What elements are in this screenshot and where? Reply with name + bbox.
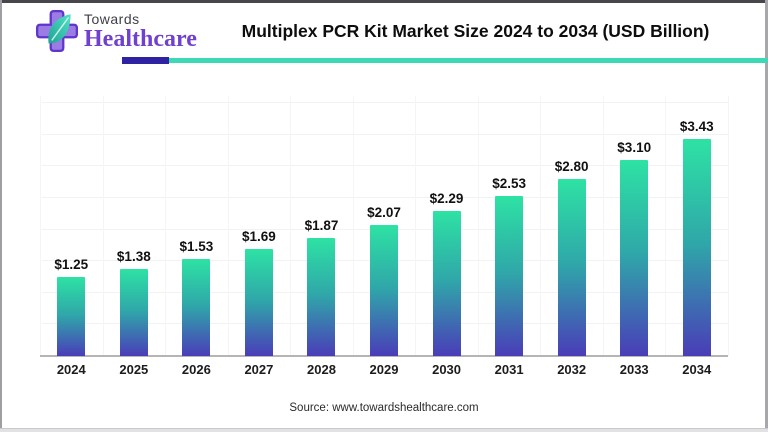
value-label-2030: $2.29 bbox=[429, 191, 464, 207]
logo-line-towards: Towards bbox=[84, 11, 140, 27]
x-axis-label-2032: 2032 bbox=[557, 362, 587, 377]
bar-2031 bbox=[495, 196, 524, 356]
logo-line-healthcare: Healthcare bbox=[84, 26, 197, 52]
x-axis-labels: 2024 2025 2026 2027 2028 2029 2030 2031 2032 2033… bbox=[40, 362, 728, 377]
vgridline-11 bbox=[728, 96, 729, 356]
bar-column-2027: $1.69 bbox=[228, 96, 291, 356]
value-label-2024: $1.25 bbox=[54, 257, 89, 272]
bar-2030 bbox=[432, 211, 461, 356]
value-label-2029: $2.07 bbox=[367, 205, 401, 221]
medical-cross-leaf-icon bbox=[35, 9, 79, 53]
hgridline-4.0 bbox=[42, 102, 728, 104]
vgridline-4 bbox=[290, 96, 292, 356]
logo-text: Towards Healthcare bbox=[84, 11, 197, 52]
bar-column-2029: $2.07 bbox=[353, 96, 416, 356]
value-label-2026: $1.53 bbox=[179, 239, 214, 255]
vgridline-5 bbox=[352, 96, 354, 356]
value-label-2027: $1.69 bbox=[242, 229, 276, 245]
bar-2028 bbox=[307, 237, 336, 356]
bar-column-2034: $3.43 bbox=[665, 96, 728, 356]
value-label-2032: $2.80 bbox=[554, 159, 589, 175]
bar-column-2030: $2.29 bbox=[415, 96, 478, 356]
vgridline-3 bbox=[227, 96, 229, 356]
bar-chart-plot-area: $1.25 $1.38 $1.53 $1.69 $1.87 $2.07 $2.29 $2.53… bbox=[40, 96, 729, 357]
x-axis-label-2028: 2028 bbox=[307, 362, 336, 377]
vgridline-7 bbox=[477, 96, 479, 356]
bar-2027 bbox=[244, 249, 273, 356]
bar-2024 bbox=[57, 277, 86, 356]
x-axis-label-2034: 2034 bbox=[682, 362, 712, 377]
x-axis-label-2026: 2026 bbox=[181, 362, 211, 377]
x-axis-label-2031: 2031 bbox=[494, 362, 524, 377]
x-axis-label-2033: 2033 bbox=[619, 362, 649, 377]
towards-healthcare-logo: Towards Healthcare bbox=[34, 8, 197, 54]
vgridline-9 bbox=[602, 96, 604, 356]
value-label-2033: $3.10 bbox=[617, 140, 652, 156]
hgridline-3.5 bbox=[42, 133, 728, 135]
hgridline-2.5 bbox=[42, 197, 728, 198]
screen-edge-bottom bbox=[0, 428, 768, 432]
screen-edge-top bbox=[0, 0, 768, 3]
header-rule-teal bbox=[169, 58, 768, 63]
chart-title: Multiplex PCR Kit Market Size 2024 to 20… bbox=[241, 21, 710, 41]
x-axis-label-2027: 2027 bbox=[244, 362, 274, 377]
bar-column-2032: $2.80 bbox=[540, 96, 603, 356]
value-label-2031: $2.53 bbox=[492, 176, 526, 192]
bar-column-2024: $1.25 bbox=[40, 96, 103, 356]
x-axis-line bbox=[40, 355, 728, 357]
header-rule-purple bbox=[122, 57, 169, 64]
bar-column-2031: $2.53 bbox=[478, 96, 541, 356]
bar-2032 bbox=[557, 179, 586, 356]
value-label-2025: $1.38 bbox=[116, 248, 151, 264]
vgridline-0 bbox=[40, 96, 41, 356]
bar-column-2025: $1.38 bbox=[103, 96, 166, 356]
x-axis-label-2030: 2030 bbox=[432, 362, 462, 377]
value-label-2034: $3.43 bbox=[679, 119, 714, 135]
x-axis-label-2024: 2024 bbox=[56, 362, 86, 377]
bar-column-2033: $3.10 bbox=[603, 96, 666, 356]
vgridline-10 bbox=[665, 96, 667, 356]
value-label-2028: $1.87 bbox=[304, 217, 339, 233]
vgridline-6 bbox=[415, 96, 417, 356]
hgridline-3.0 bbox=[42, 165, 728, 167]
bar-column-2028: $1.87 bbox=[290, 96, 353, 356]
x-axis-label-2025: 2025 bbox=[119, 362, 149, 377]
bar-2033 bbox=[620, 160, 649, 356]
vgridline-2 bbox=[165, 96, 167, 356]
screen-edge-right bbox=[765, 0, 768, 432]
vgridline-8 bbox=[540, 96, 542, 356]
bar-2029 bbox=[370, 225, 398, 356]
vgridline-1 bbox=[102, 96, 104, 356]
bar-series: $1.25 $1.38 $1.53 $1.69 $1.87 $2.07 $2.29 $2.53… bbox=[40, 96, 728, 356]
bar-2034 bbox=[682, 139, 711, 356]
bar-2025 bbox=[119, 268, 148, 356]
bar-column-2026: $1.53 bbox=[165, 96, 228, 356]
source-text: Source: www.towardshealthcare.com bbox=[289, 402, 479, 414]
bar-2026 bbox=[182, 259, 211, 356]
screen-edge-left bbox=[0, 0, 2, 432]
x-axis-label-2029: 2029 bbox=[369, 362, 399, 377]
